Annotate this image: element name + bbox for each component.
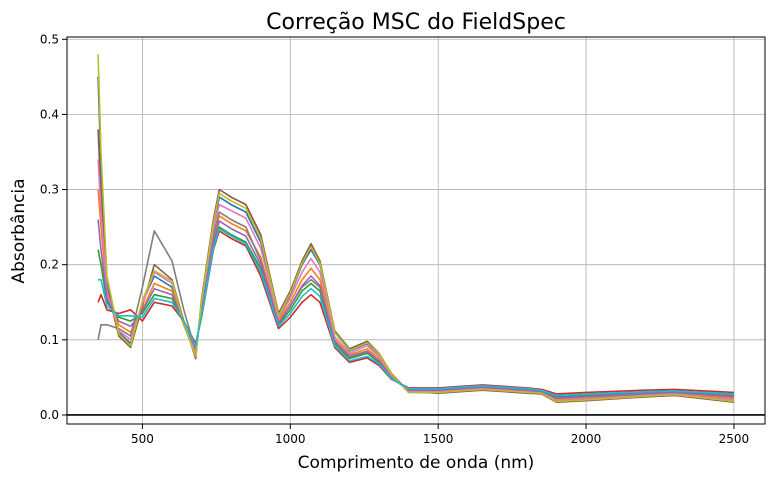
spectrum-line-5 (97, 211, 734, 400)
chart-title: Correção MSC do FieldSpec (266, 10, 566, 35)
y-tick-label: 0.5 (40, 32, 59, 46)
spectrum-line-6 (97, 129, 734, 404)
y-tick-label: 0.0 (40, 408, 59, 422)
spectrum-line-3 (97, 226, 734, 398)
x-axis-label: Comprimento de onda (nm) (298, 453, 535, 473)
y-tick-label: 0.3 (40, 183, 59, 197)
grid-lines (67, 37, 765, 424)
y-axis-ticks: 0.0 0.1 0.2 0.3 0.4 0.5 (40, 32, 67, 422)
y-tick-label: 0.2 (40, 258, 59, 272)
spectrum-line-9 (97, 54, 734, 403)
y-axis-label: Absorbância (9, 178, 29, 283)
series-group (97, 54, 734, 404)
spectrum-line-7 (97, 159, 734, 402)
x-tick-label: 500 (131, 432, 154, 446)
x-tick-label: 1500 (423, 432, 454, 446)
spectrum-line-8 (97, 219, 734, 399)
x-tick-label: 2500 (719, 432, 750, 446)
spectrum-line-10 (98, 227, 734, 397)
spectrum-line-4 (97, 230, 734, 395)
plot-frame (66, 36, 766, 425)
spectrum-line-2 (97, 189, 734, 401)
x-axis-ticks: 500 1000 1500 2000 2500 (131, 424, 749, 446)
x-tick-label: 2000 (571, 432, 602, 446)
y-tick-label: 0.4 (40, 107, 59, 121)
y-tick-label: 0.1 (40, 333, 59, 347)
x-tick-label: 1000 (275, 432, 306, 446)
